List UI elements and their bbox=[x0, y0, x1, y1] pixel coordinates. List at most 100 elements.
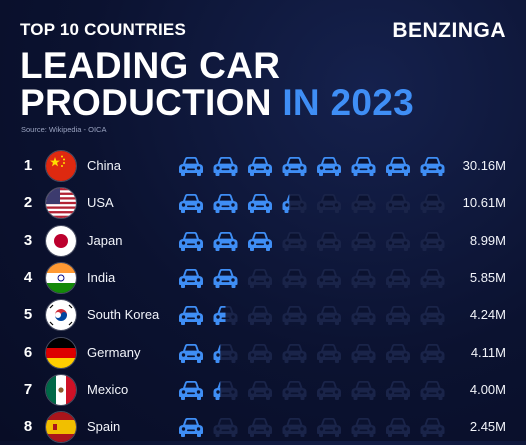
car-icon-empty bbox=[351, 418, 376, 438]
mexico-flag-icon bbox=[45, 373, 77, 406]
value-label: 4.00M bbox=[469, 381, 506, 397]
value-label: 2.45M bbox=[469, 419, 506, 435]
car-icon-empty bbox=[248, 418, 272, 438]
car-icon-empty bbox=[420, 380, 445, 400]
value-label: 5.85M bbox=[469, 269, 506, 285]
car-icon-filled bbox=[317, 157, 341, 176]
car-icon-empty bbox=[386, 268, 410, 288]
car-icon-empty bbox=[248, 380, 272, 400]
car-icon-filled bbox=[248, 194, 272, 214]
rank-label: 8 bbox=[23, 418, 33, 436]
title-line-1: LEADING CAR bbox=[20, 45, 281, 86]
car-icon-empty bbox=[420, 306, 445, 326]
rank-label: 1 bbox=[23, 157, 33, 174]
car-icon-empty bbox=[282, 306, 307, 326]
car-icon-empty bbox=[420, 268, 445, 288]
car-icon-empty bbox=[317, 194, 341, 214]
usa-flag-icon bbox=[45, 187, 77, 220]
car-icon-empty bbox=[420, 343, 445, 363]
car-icon-empty bbox=[351, 194, 376, 214]
category-label: South Korea bbox=[87, 307, 160, 323]
title-line-2-white: PRODUCTION bbox=[20, 82, 283, 123]
car-icon-filled bbox=[282, 194, 290, 214]
car-icon-empty bbox=[317, 418, 341, 438]
car-icon-filled bbox=[179, 380, 203, 400]
car-icon-empty bbox=[386, 231, 410, 251]
car-icon-empty bbox=[317, 306, 341, 326]
china-flag-icon bbox=[45, 150, 77, 182]
car-icon-empty bbox=[386, 380, 410, 400]
car-icon-empty bbox=[386, 418, 410, 438]
car-icon-filled bbox=[213, 157, 238, 176]
chart-row: 6 Germany 4.11M bbox=[0, 334, 526, 371]
category-label: USA bbox=[87, 195, 114, 211]
value-label: 4.11M bbox=[470, 344, 506, 360]
category-label: Mexico bbox=[87, 381, 129, 397]
car-icon-filled bbox=[248, 157, 272, 176]
car-icon-filled bbox=[213, 194, 238, 214]
india-flag-icon bbox=[45, 261, 77, 294]
value-label: 30.16M bbox=[462, 158, 506, 173]
category-label: India bbox=[87, 269, 116, 285]
kicker-title: TOP 10 COUNTRIES bbox=[20, 20, 187, 39]
car-icon-filled bbox=[179, 268, 203, 288]
car-icon-filled bbox=[420, 157, 445, 176]
value-label: 4.24M bbox=[469, 307, 506, 323]
chart-row: 4 India 5.85M bbox=[0, 259, 526, 296]
car-icon-bar bbox=[179, 418, 445, 438]
south-korea-flag-icon bbox=[45, 299, 77, 332]
chart-row: 7 Mexico 4.00M bbox=[0, 371, 526, 408]
car-icon-bar bbox=[179, 231, 445, 251]
car-icon-empty bbox=[248, 268, 272, 288]
chart-row: 2 USA 10.61M bbox=[0, 184, 526, 221]
car-icon-bar bbox=[179, 380, 445, 400]
car-icon-filled bbox=[179, 157, 203, 176]
car-icon-empty bbox=[351, 306, 376, 326]
car-icon-empty bbox=[282, 418, 307, 438]
car-icon-empty bbox=[317, 231, 341, 251]
car-icon-filled bbox=[179, 343, 203, 363]
car-icon-empty bbox=[317, 380, 341, 400]
car-icon-bar bbox=[179, 194, 445, 214]
car-icon-filled bbox=[248, 231, 272, 251]
car-icon-filled bbox=[213, 268, 238, 288]
car-icon-bar bbox=[179, 306, 445, 326]
car-icon-empty bbox=[386, 343, 410, 363]
rank-label: 6 bbox=[23, 343, 33, 361]
car-icon-bar bbox=[179, 157, 445, 176]
car-icon-filled bbox=[282, 157, 307, 176]
car-icon-empty bbox=[282, 268, 307, 288]
rank-label: 4 bbox=[23, 268, 33, 286]
car-icon-empty bbox=[386, 194, 410, 214]
rank-label: 3 bbox=[23, 231, 33, 249]
car-icon-filled bbox=[179, 194, 203, 214]
car-icon-empty bbox=[248, 306, 272, 326]
car-icon-empty bbox=[420, 231, 445, 251]
value-label: 10.61M bbox=[462, 195, 506, 211]
source-note: Source: Wikipedia - OICA bbox=[21, 125, 107, 134]
chart-row: 8 Spain 2.45M bbox=[0, 408, 526, 445]
chart-row: 3 Japan 8.99M bbox=[0, 222, 526, 259]
car-icon-empty bbox=[317, 268, 341, 288]
title-line-2-accent: IN 2023 bbox=[282, 82, 415, 123]
title-line-2: PRODUCTION IN 2023 bbox=[20, 84, 414, 121]
rank-label: 7 bbox=[23, 380, 33, 398]
rank-label: 2 bbox=[23, 194, 33, 212]
car-icon-bar bbox=[179, 343, 445, 363]
car-icon-empty bbox=[282, 380, 307, 400]
value-label: 8.99M bbox=[469, 232, 506, 248]
car-icon-empty bbox=[351, 231, 376, 251]
car-icon-filled bbox=[213, 231, 238, 251]
japan-flag-icon bbox=[45, 224, 77, 257]
car-icon-empty bbox=[282, 343, 307, 363]
chart-row: 5 South Korea 4.24M bbox=[0, 296, 526, 333]
brand-logo: BENZINGA bbox=[392, 19, 506, 42]
car-icon-filled bbox=[213, 381, 221, 400]
spain-flag-icon bbox=[45, 411, 77, 444]
car-icon-empty bbox=[351, 380, 376, 400]
category-label: Spain bbox=[87, 419, 121, 435]
category-label: Japan bbox=[87, 232, 123, 248]
car-icon-filled bbox=[351, 157, 376, 176]
rank-label: 5 bbox=[23, 306, 33, 324]
car-icon-empty bbox=[317, 343, 341, 363]
